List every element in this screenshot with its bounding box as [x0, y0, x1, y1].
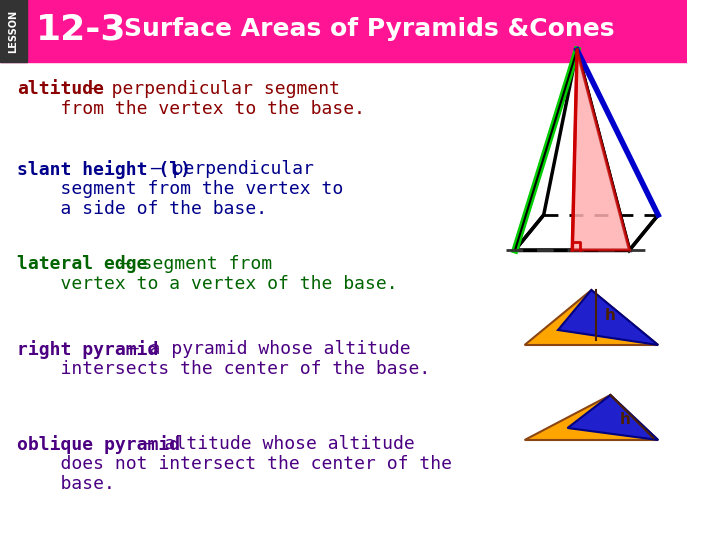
Text: vertex to a vertex of the base.: vertex to a vertex of the base. — [17, 275, 397, 293]
Text: slant height (l): slant height (l) — [17, 160, 192, 179]
Polygon shape — [567, 395, 658, 440]
Text: lateral edge: lateral edge — [17, 255, 148, 273]
Text: h: h — [619, 413, 630, 428]
Text: – perpendicular: – perpendicular — [140, 160, 314, 178]
Text: right pyramid: right pyramid — [17, 340, 158, 359]
Text: base.: base. — [17, 475, 115, 494]
Text: a side of the base.: a side of the base. — [17, 200, 267, 218]
Text: from the vertex to the base.: from the vertex to the base. — [17, 100, 365, 118]
Polygon shape — [525, 290, 658, 345]
Polygon shape — [572, 50, 629, 250]
Text: does not intersect the center of the: does not intersect the center of the — [17, 455, 452, 473]
Polygon shape — [558, 290, 658, 345]
Bar — [0, 0, 687, 62]
Text: altitude: altitude — [17, 80, 104, 98]
Text: segment from the vertex to: segment from the vertex to — [17, 180, 343, 198]
Text: LESSON: LESSON — [9, 10, 18, 52]
Text: 12-3: 12-3 — [36, 12, 127, 46]
Text: – perpendicular segment: – perpendicular segment — [78, 80, 340, 98]
Text: – altitude whose altitude: – altitude whose altitude — [132, 435, 415, 453]
Text: oblique pyramid: oblique pyramid — [17, 435, 180, 454]
Text: h: h — [605, 307, 616, 322]
Bar — [0, 0, 27, 62]
Polygon shape — [525, 395, 658, 440]
Text: Surface Areas of Pyramids &Cones: Surface Areas of Pyramids &Cones — [124, 17, 614, 41]
Text: – segment from: – segment from — [109, 255, 273, 273]
Text: – a pyramid whose altitude: – a pyramid whose altitude — [117, 340, 410, 358]
Text: intersects the center of the base.: intersects the center of the base. — [17, 360, 431, 378]
